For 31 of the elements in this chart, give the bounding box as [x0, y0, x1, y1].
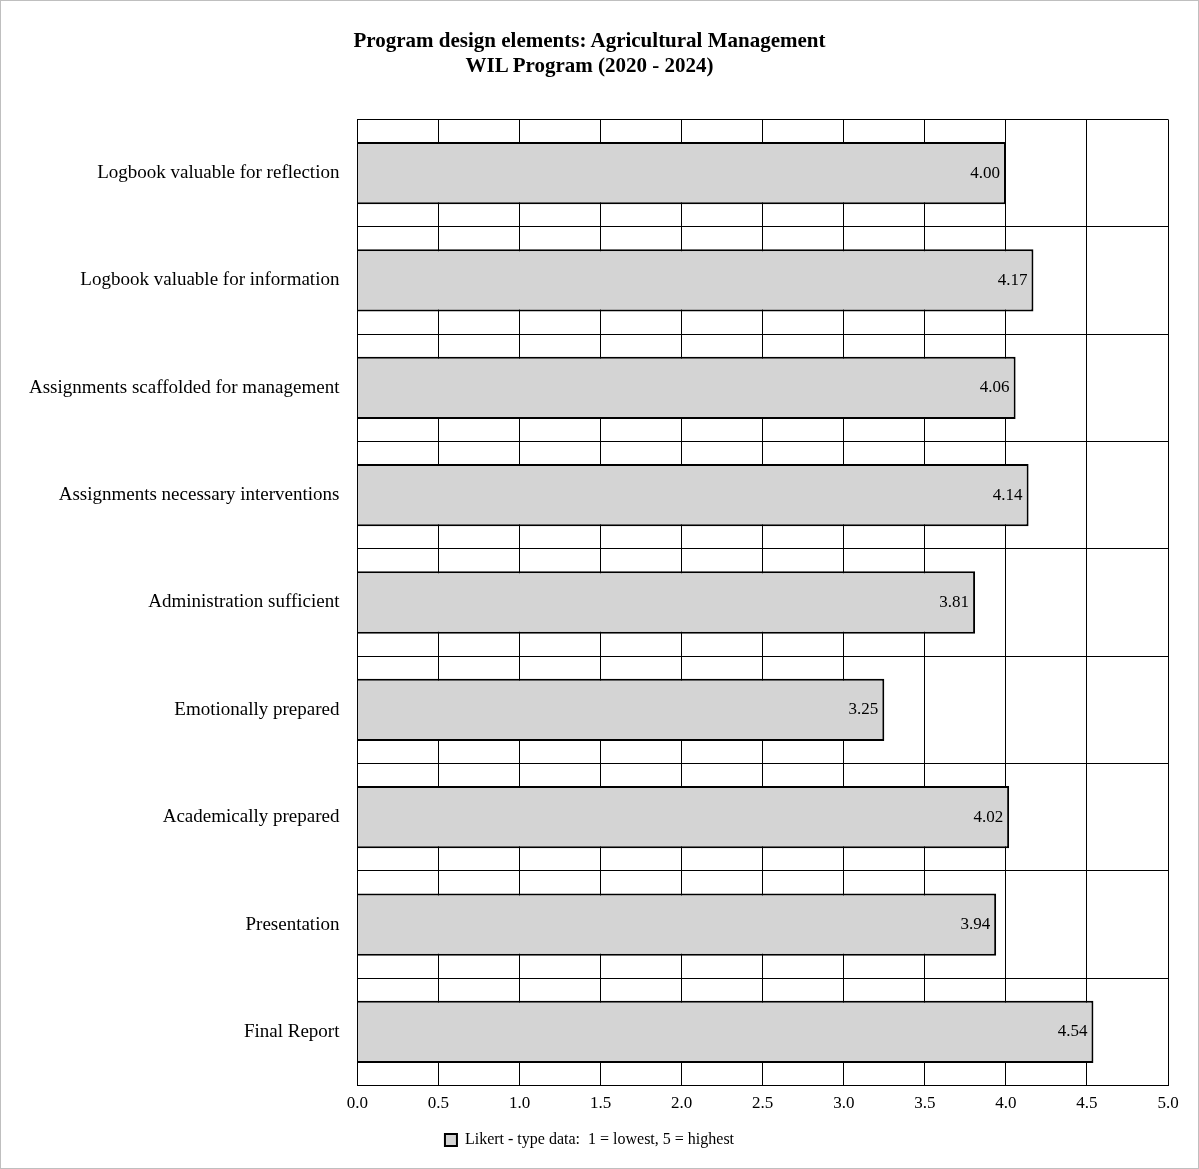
data-label: 4.00 [970, 162, 1000, 182]
data-label: 4.06 [979, 377, 1010, 397]
y-tick-label: Logbook valuable for reflection [97, 161, 340, 183]
data-label: 4.17 [997, 269, 1028, 289]
data-label: 3.81 [939, 591, 970, 611]
y-tick-label: Assignments necessary interventions [58, 483, 340, 505]
y-tick-label: Academically prepared [162, 805, 340, 827]
y-tick-label: Final Report [243, 1019, 341, 1041]
y-tick-label: Logbook valuable for information [80, 268, 340, 290]
x-tick-label: 2.5 [752, 1093, 774, 1113]
data-label: 4.02 [973, 806, 1004, 826]
x-tick-label: 3.0 [833, 1093, 855, 1113]
y-tick-label: Assignments scaffolded for management [28, 375, 341, 397]
y-tick-label: Emotionally prepared [174, 697, 340, 719]
data-label: 4.14 [992, 484, 1024, 504]
data-label: 3.94 [960, 914, 991, 934]
x-tick-label: 0.0 [346, 1093, 369, 1113]
y-tick-label: Administration sufficient [148, 590, 341, 612]
x-tick-label: 1.0 [508, 1093, 531, 1113]
chart-title: Program design elements: Agricultural Management WIL Program (2020 - 2024) [353, 28, 826, 78]
x-tick-label: 0.5 [427, 1093, 450, 1113]
x-tick-label: 4.5 [1076, 1093, 1098, 1113]
x-tick-label: 3.5 [914, 1093, 936, 1113]
data-label: 4.54 [1057, 1021, 1088, 1041]
x-tick-label: 5.0 [1157, 1093, 1179, 1113]
x-tick-label: 1.5 [589, 1093, 612, 1113]
data-label: 3.25 [848, 699, 879, 719]
x-tick-label: 2.0 [671, 1093, 693, 1113]
x-tick-label: 4.0 [995, 1093, 1017, 1113]
legend-label: Likert - type data: 1 = lowest, 5 = highest [464, 1130, 735, 1149]
y-tick-label: Presentation [245, 912, 340, 934]
